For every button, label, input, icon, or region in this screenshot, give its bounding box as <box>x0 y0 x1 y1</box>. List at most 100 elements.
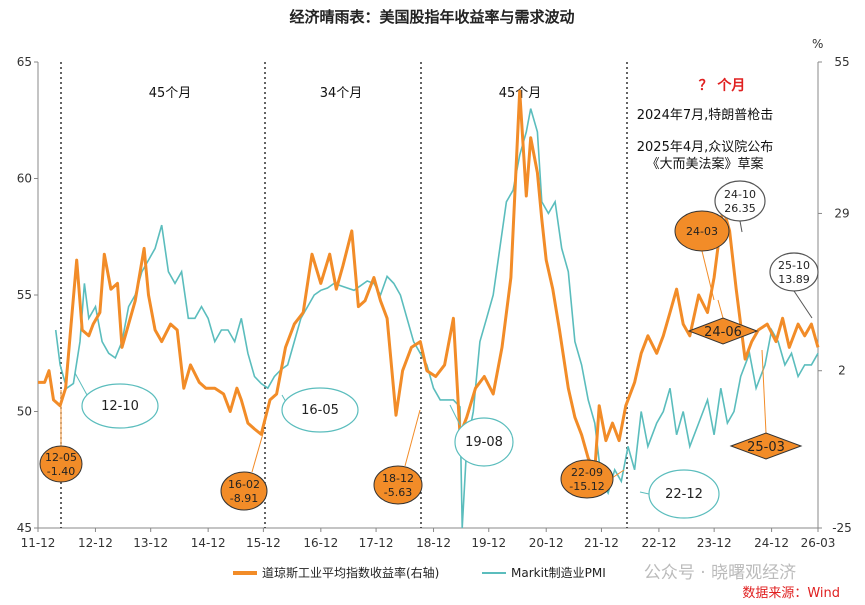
callout-text: 12-05 <box>45 451 77 464</box>
callout-shape <box>729 432 803 460</box>
callout-text: 12-10 <box>101 399 139 414</box>
right-tick-label: 29 <box>834 206 849 220</box>
legend-label-pmi: Markit制造业PMI <box>511 566 606 580</box>
callout-shape <box>714 180 766 222</box>
callout-16-05: 16-05 <box>281 387 359 433</box>
axes: 45 50 55 60 65 -25 2 29 55 11-12 12-12 13-12 14-12 15… <box>17 55 852 550</box>
pmi-series-line <box>54 108 819 529</box>
callout-leader <box>739 220 743 233</box>
source-note: 数据来源：Wind <box>742 586 840 601</box>
callout-24-03: 24-03 <box>674 210 730 301</box>
callout-leader <box>701 250 715 301</box>
callout-leader <box>793 290 813 319</box>
callout-shape <box>560 459 614 499</box>
callout-25-03: 25-03 <box>729 349 803 460</box>
x-tick-label: 23-12 <box>697 536 732 550</box>
callout-shape <box>687 317 759 345</box>
event-note-1: 2024年7月,特朗普枪击 <box>637 107 774 123</box>
callout-leader <box>449 404 461 426</box>
dow-return-series-line <box>38 89 820 472</box>
left-tick-label: 50 <box>17 405 32 419</box>
left-tick-label: 45 <box>17 521 32 535</box>
x-tick-label: 22-12 <box>641 536 676 550</box>
x-tick-label: 24-12 <box>754 536 789 550</box>
callout-text: 16-05 <box>301 403 339 418</box>
chart-title: 经济晴雨表：美国股指年收益率与需求波动 <box>289 8 574 26</box>
callout-leader <box>761 349 767 434</box>
callout-text: 22-12 <box>665 487 703 502</box>
callout-shape <box>674 210 730 252</box>
callout-shape <box>648 469 720 519</box>
callout-text: -1.40 <box>47 465 75 478</box>
callout-text: 25-03 <box>747 440 785 455</box>
right-tick-label: 55 <box>834 55 849 69</box>
callout-leader <box>404 409 421 467</box>
x-tick-label: 14-12 <box>191 536 226 550</box>
callout-16-02: 16-02-8.91 <box>220 429 268 511</box>
callout-shape <box>39 445 83 483</box>
watermark: 公众号 · 晓曙观经济 <box>644 563 796 583</box>
left-tick-label: 60 <box>17 172 32 186</box>
x-tick-label: 19-12 <box>471 536 506 550</box>
callout-22-12: 22-12 <box>639 469 720 519</box>
callout-18-12: 18-12-5.63 <box>373 409 423 505</box>
callout-12-10: 12-10 <box>74 372 159 429</box>
callout-leader <box>639 491 650 495</box>
callout-12-05: 12-05-1.40 <box>39 390 83 483</box>
annotations: ？ 个月 2024年7月,特朗普枪击 2025年4月,众议院公布《大而美法案》草案 1… <box>39 77 819 519</box>
callout-text: -8.91 <box>230 492 258 505</box>
callout-shape <box>281 387 359 433</box>
x-tick-label: 15-12 <box>246 536 281 550</box>
left-tick-label: 65 <box>17 55 32 69</box>
legend-label-dow: 道琼斯工业平均指数收益率(右轴) <box>262 565 439 580</box>
callout-shape <box>454 417 514 467</box>
left-tick-label: 55 <box>17 288 32 302</box>
callout-22-09: 22-09-15.12 <box>560 459 625 499</box>
right-axis-unit: % <box>812 37 823 51</box>
x-tick-label: 16-12 <box>303 536 338 550</box>
callout-text: -15.12 <box>569 480 604 493</box>
callout-text: 19-08 <box>465 435 503 450</box>
callout-leader <box>717 299 724 319</box>
series-layer <box>38 89 820 529</box>
x-tick-label: 13-12 <box>133 536 168 550</box>
event-note-3: 《大而美法案》草案 <box>646 157 763 172</box>
callout-text: 16-02 <box>228 478 260 491</box>
callout-text: -5.63 <box>384 486 412 499</box>
cycle-label: 45个月 <box>149 86 192 101</box>
callout-text: 26.35 <box>724 202 756 215</box>
callout-leader <box>74 372 88 396</box>
callout-leader <box>611 469 625 479</box>
callout-19-08: 19-08 <box>449 404 514 467</box>
x-tick-label: 17-12 <box>359 536 394 550</box>
callout-leader <box>251 429 265 473</box>
x-tick-label: 18-12 <box>416 536 451 550</box>
question-annotation: ？ 个月 <box>699 77 746 94</box>
callout-shape <box>220 471 268 511</box>
callout-text: 18-12 <box>382 472 414 485</box>
callout-text: 25-10 <box>778 259 810 272</box>
x-tick-label: 20-12 <box>529 536 564 550</box>
x-tick-label: 26-03 <box>801 536 836 550</box>
callout-text: 24-03 <box>686 225 718 238</box>
callout-text: 24-06 <box>704 325 742 340</box>
right-tick-label: 2 <box>838 364 846 378</box>
event-note-2: 2025年4月,众议院公布 <box>637 140 774 155</box>
callout-shape <box>373 465 423 505</box>
callout-text: 22-09 <box>571 466 603 479</box>
x-tick-label: 12-12 <box>78 536 113 550</box>
right-tick-label: -25 <box>832 521 852 535</box>
legend: 道琼斯工业平均指数收益率(右轴) Markit制造业PMI 公众号 · 晓曙观经济数… <box>233 563 840 601</box>
callout-shape <box>769 252 819 292</box>
cycle-dividers: 45个月 34个月 45个月 <box>60 62 628 528</box>
callout-24-06: 24-06 <box>687 299 759 345</box>
callout-text: 13.89 <box>778 273 810 286</box>
cycle-label: 34个月 <box>320 86 363 101</box>
callout-text: 24-10 <box>724 188 756 201</box>
x-tick-label: 11-12 <box>21 536 56 550</box>
x-tick-label: 21-12 <box>584 536 619 550</box>
callout-shape <box>81 383 159 429</box>
